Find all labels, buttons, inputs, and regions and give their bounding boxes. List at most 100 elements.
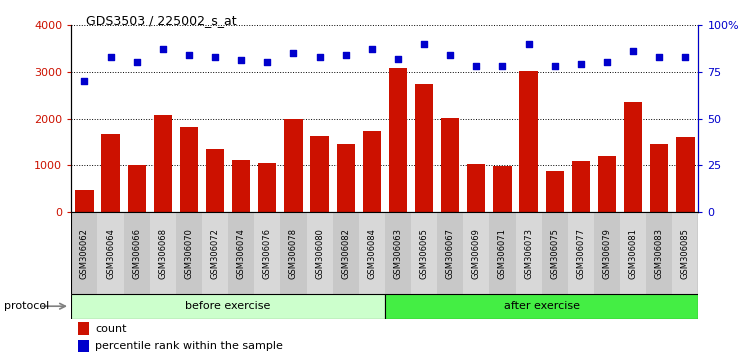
Point: [157, 46, 169, 52]
Text: before exercise: before exercise: [185, 301, 271, 311]
Text: count: count: [95, 324, 127, 333]
Bar: [441, 118, 460, 212]
Point: [575, 61, 587, 67]
Text: GSM306081: GSM306081: [629, 228, 638, 279]
Point: [78, 78, 90, 84]
Bar: [258, 163, 276, 212]
Point: [314, 54, 326, 59]
Point: [523, 41, 535, 46]
Bar: [101, 133, 119, 212]
Bar: [71, 294, 385, 319]
Bar: [568, 212, 594, 294]
Bar: [77, 322, 89, 335]
Bar: [149, 212, 176, 294]
Text: GSM306076: GSM306076: [263, 228, 272, 279]
Text: GSM306083: GSM306083: [655, 228, 664, 279]
Point: [392, 56, 404, 61]
Bar: [463, 212, 490, 294]
Bar: [75, 190, 94, 212]
Text: GSM306066: GSM306066: [132, 228, 141, 279]
Bar: [493, 166, 511, 212]
Text: GSM306069: GSM306069: [472, 228, 481, 279]
Point: [366, 46, 378, 52]
Point: [444, 52, 456, 58]
Text: GSM306063: GSM306063: [394, 228, 403, 279]
Bar: [128, 165, 146, 212]
Bar: [385, 212, 411, 294]
Point: [261, 59, 273, 65]
Bar: [98, 212, 124, 294]
Text: GSM306065: GSM306065: [420, 228, 429, 279]
Bar: [124, 212, 149, 294]
Bar: [255, 212, 280, 294]
Bar: [620, 212, 646, 294]
Text: GSM306077: GSM306077: [576, 228, 585, 279]
Bar: [285, 119, 303, 212]
Text: GSM306080: GSM306080: [315, 228, 324, 279]
Bar: [515, 212, 541, 294]
Bar: [676, 137, 695, 212]
Text: GSM306084: GSM306084: [367, 228, 376, 279]
Bar: [490, 212, 515, 294]
Bar: [280, 212, 306, 294]
Point: [601, 59, 613, 65]
Text: GSM306070: GSM306070: [185, 228, 194, 279]
Bar: [389, 68, 407, 212]
Bar: [646, 212, 672, 294]
Point: [131, 59, 143, 65]
Bar: [310, 136, 329, 212]
Text: GSM306085: GSM306085: [681, 228, 690, 279]
Text: GSM306071: GSM306071: [498, 228, 507, 279]
Bar: [650, 144, 668, 212]
Text: GSM306078: GSM306078: [289, 228, 298, 279]
Bar: [385, 294, 698, 319]
Bar: [176, 212, 202, 294]
Bar: [359, 212, 385, 294]
Bar: [179, 127, 198, 212]
Point: [235, 58, 247, 63]
Text: GSM306072: GSM306072: [210, 228, 219, 279]
Point: [680, 54, 692, 59]
Bar: [71, 212, 98, 294]
Point: [653, 54, 665, 59]
Point: [549, 63, 561, 69]
Text: GSM306062: GSM306062: [80, 228, 89, 279]
Bar: [411, 212, 437, 294]
Bar: [594, 212, 620, 294]
Bar: [520, 71, 538, 212]
Text: GDS3503 / 225002_s_at: GDS3503 / 225002_s_at: [86, 14, 237, 27]
Bar: [437, 212, 463, 294]
Bar: [206, 149, 225, 212]
Point: [627, 48, 639, 54]
Bar: [415, 84, 433, 212]
Text: GSM306073: GSM306073: [524, 228, 533, 279]
Text: GSM306068: GSM306068: [158, 228, 167, 279]
Point: [470, 63, 482, 69]
Bar: [333, 212, 359, 294]
Text: percentile rank within the sample: percentile rank within the sample: [95, 341, 283, 351]
Bar: [77, 340, 89, 352]
Bar: [545, 171, 564, 212]
Bar: [336, 144, 354, 212]
Text: GSM306074: GSM306074: [237, 228, 246, 279]
Text: protocol: protocol: [4, 301, 49, 311]
Bar: [202, 212, 228, 294]
Point: [209, 54, 221, 59]
Text: GSM306079: GSM306079: [602, 228, 611, 279]
Text: GSM306082: GSM306082: [341, 228, 350, 279]
Point: [104, 54, 116, 59]
Bar: [624, 102, 642, 212]
Point: [418, 41, 430, 46]
Bar: [363, 131, 381, 212]
Point: [496, 63, 508, 69]
Bar: [154, 115, 172, 212]
Bar: [228, 212, 255, 294]
Point: [339, 52, 351, 58]
Bar: [467, 164, 485, 212]
Bar: [232, 160, 250, 212]
Bar: [572, 161, 590, 212]
Text: GSM306075: GSM306075: [550, 228, 559, 279]
Point: [183, 52, 195, 58]
Bar: [598, 156, 616, 212]
Text: GSM306067: GSM306067: [445, 228, 454, 279]
